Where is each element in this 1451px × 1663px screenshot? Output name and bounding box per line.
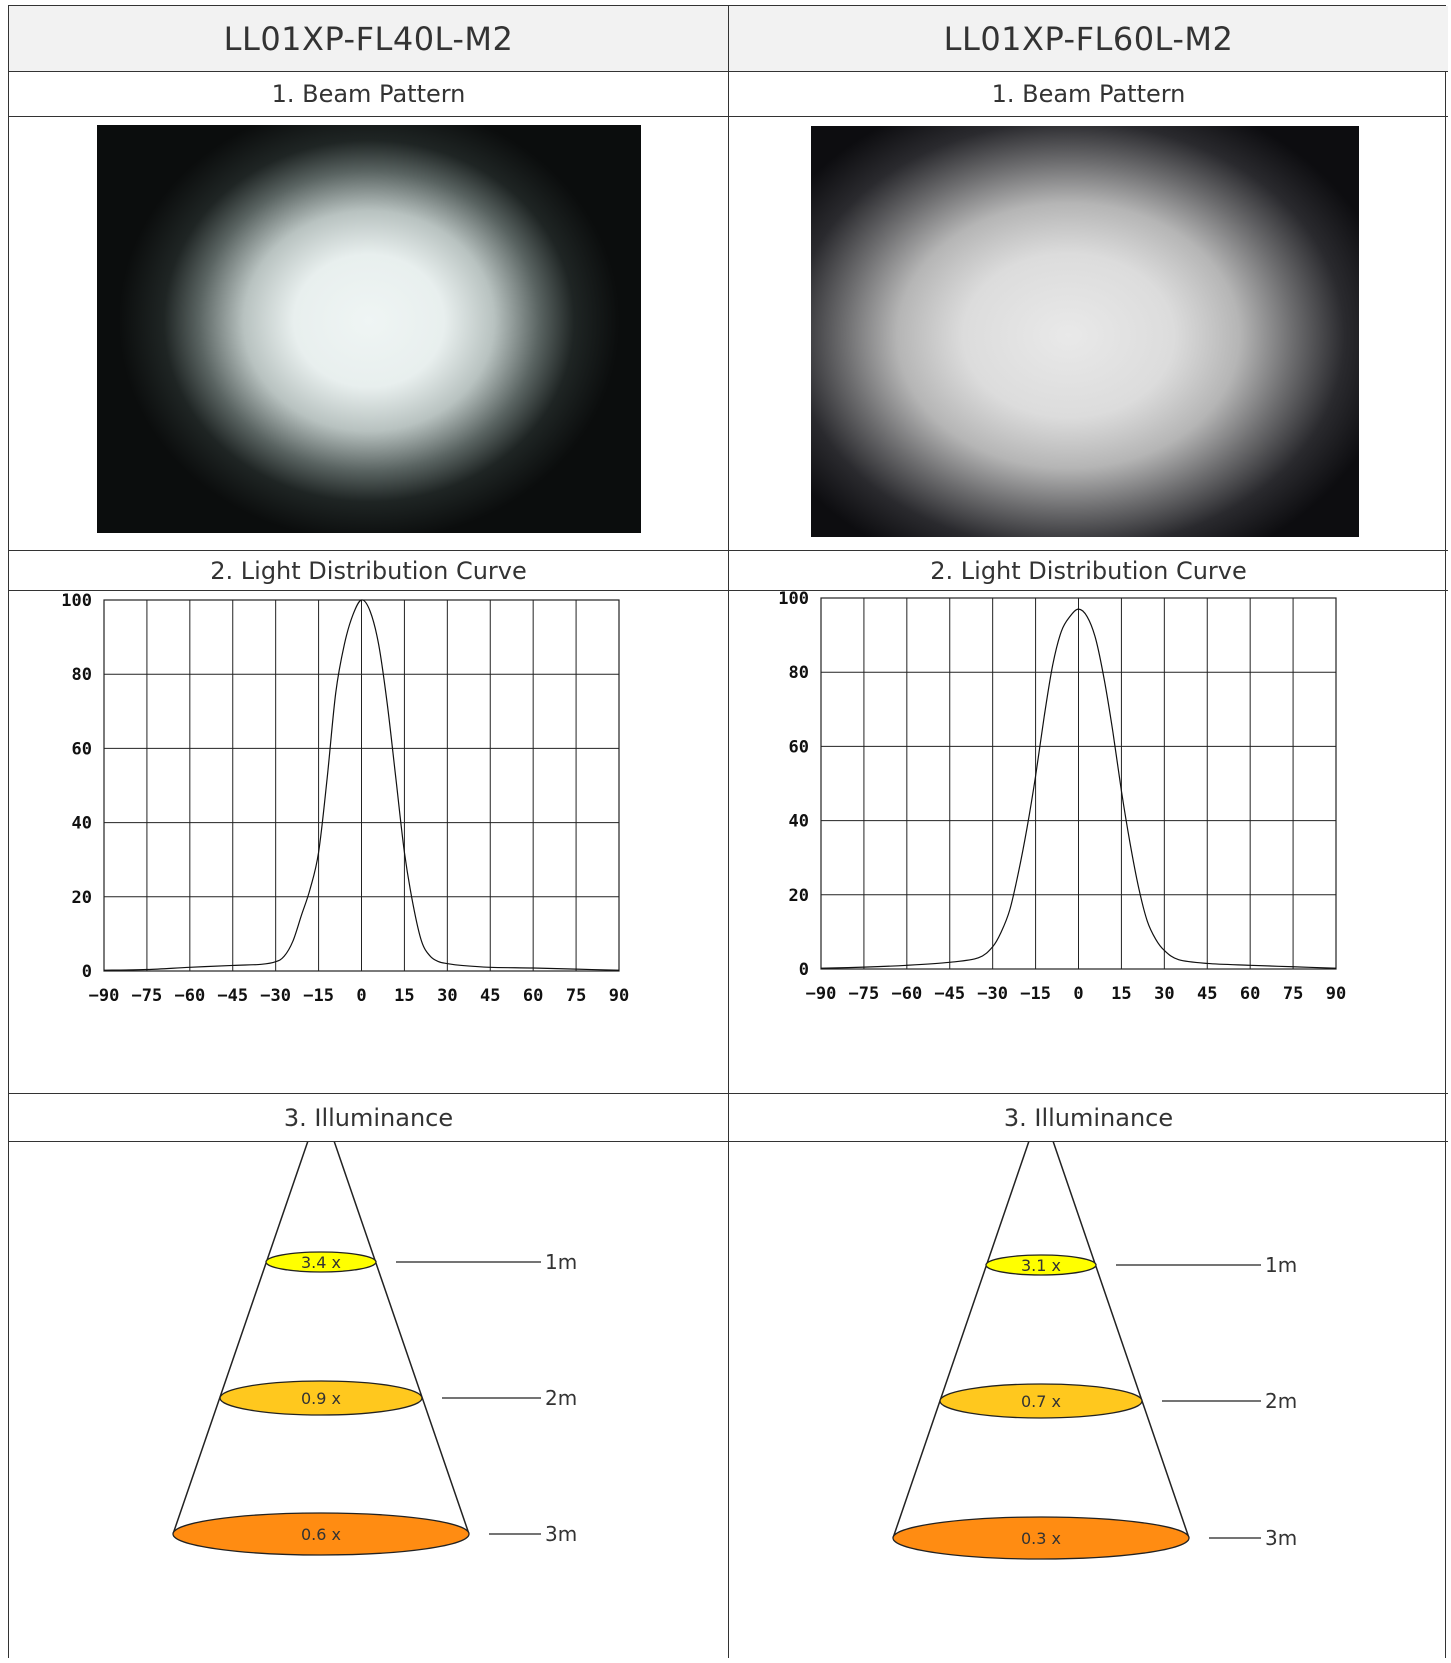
- light-distribution-chart: −90 −75 −60 −45 −30 −15 0 15 30 45 60 75 90 0 20 40 60 80…: [778, 589, 1346, 1004]
- product-title: LL01XP-FL40L-M2: [9, 6, 728, 72]
- illuminance-heading: 3. Illuminance: [9, 1094, 728, 1142]
- x-tick-label: 60: [1240, 984, 1260, 1004]
- x-tick-label: −90: [89, 986, 120, 1006]
- x-tick-label: −60: [891, 984, 922, 1004]
- y-tick-label: 40: [72, 814, 92, 834]
- y-tick-label: 0: [799, 960, 809, 980]
- illuminance-cone-diagram: 3.4 x 1m 0.9 x 2m 0.6 x 3m: [172, 1102, 577, 1556]
- illuminance-cone-diagram: 3.1 x 1m 0.7 x 2m 0.3 x 3m: [892, 1105, 1297, 1560]
- beam-pattern-heading: 1. Beam Pattern: [9, 72, 728, 117]
- distance-label: 2m: [545, 1386, 577, 1410]
- illuminance-value: 0.3 x: [1021, 1529, 1061, 1548]
- x-tick-label: 45: [480, 986, 500, 1006]
- cone-edge-left: [172, 1102, 322, 1535]
- x-tick-label: −75: [849, 984, 880, 1004]
- x-tick-label: −75: [132, 986, 163, 1006]
- illuminance-value: 3.1 x: [1021, 1256, 1061, 1275]
- distribution-curve-series: [820, 608, 1337, 969]
- illuminance-value: 0.6 x: [301, 1525, 341, 1544]
- product-column-left: LL01XP-FL40L-M2 1. Beam Pattern 2. Light…: [9, 6, 728, 1658]
- illuminance-value: 0.7 x: [1021, 1392, 1061, 1411]
- y-tick-label: 0: [82, 962, 92, 982]
- light-distribution-chart: −90 −75 −60 −45 −30 −15 0 15 30 45 60 75 90 0 20 40 60 80…: [61, 591, 629, 1006]
- illuminance-ellipse: [892, 1516, 1190, 1560]
- y-tick-label: 80: [72, 665, 92, 685]
- x-tick-label: −45: [217, 986, 248, 1006]
- x-tick-label: −30: [977, 984, 1008, 1004]
- x-tick-label: 30: [437, 986, 457, 1006]
- beam-pattern-photo: [811, 126, 1359, 537]
- light-distribution-heading: 2. Light Distribution Curve: [9, 551, 728, 591]
- x-tick-label: 90: [1326, 984, 1346, 1004]
- illuminance-value: 0.9 x: [301, 1389, 341, 1408]
- cone-edge-right: [320, 1102, 470, 1535]
- x-tick-label: −30: [260, 986, 291, 1006]
- cone-edge-right: [1040, 1105, 1190, 1539]
- beam-pattern-heading: 1. Beam Pattern: [729, 72, 1448, 117]
- y-tick-label: 60: [72, 739, 92, 759]
- beam-pattern-cell: [9, 117, 728, 551]
- spec-sheet: LL01XP-FL40L-M2 1. Beam Pattern 2. Light…: [8, 5, 1448, 1658]
- x-tick-label: 90: [609, 986, 629, 1006]
- x-tick-label: −15: [1020, 984, 1051, 1004]
- x-tick-label: 75: [566, 986, 586, 1006]
- x-tick-label: 75: [1283, 984, 1303, 1004]
- light-distribution-cell: −90 −75 −60 −45 −30 −15 0 15 30 45 60 75 90 0 20 40 60 80…: [729, 589, 1448, 1094]
- beam-pattern-photo: [97, 125, 641, 533]
- distance-label: 2m: [1265, 1389, 1297, 1413]
- x-tick-label: 45: [1197, 984, 1217, 1004]
- x-tick-label: 0: [356, 986, 366, 1006]
- product-column-right: LL01XP-FL60L-M2 1. Beam Pattern 2. Light…: [728, 6, 1448, 1658]
- illuminance-heading: 3. Illuminance: [729, 1094, 1448, 1142]
- y-tick-label: 80: [789, 663, 809, 683]
- x-tick-label: −45: [934, 984, 965, 1004]
- x-tick-label: 30: [1154, 984, 1174, 1004]
- illuminance-ellipse: [219, 1380, 423, 1416]
- distance-label: 1m: [545, 1250, 577, 1274]
- illuminance-ellipse: [939, 1383, 1143, 1419]
- x-tick-label: 15: [394, 986, 414, 1006]
- light-distribution-heading: 2. Light Distribution Curve: [729, 551, 1448, 591]
- y-tick-label: 20: [789, 886, 809, 906]
- y-tick-label: 40: [789, 812, 809, 832]
- plot-frame: [820, 597, 1337, 970]
- illuminance-value: 3.4 x: [301, 1253, 341, 1272]
- x-tick-label: 0: [1073, 984, 1083, 1004]
- x-tick-label: −60: [174, 986, 205, 1006]
- illuminance-cell: 3.1 x 1m 0.7 x 2m 0.3 x 3m: [729, 1105, 1448, 1659]
- illuminance-ellipse: [172, 1512, 470, 1556]
- x-tick-label: 60: [523, 986, 543, 1006]
- x-tick-label: −15: [303, 986, 334, 1006]
- product-title: LL01XP-FL60L-M2: [729, 6, 1448, 72]
- illuminance-cell: 3.4 x 1m 0.9 x 2m 0.6 x 3m: [9, 1102, 728, 1659]
- light-distribution-cell: −90 −75 −60 −45 −30 −15 0 15 30 45 60 75 90 0 20 40 60 80…: [9, 591, 728, 1094]
- illuminance-ellipse: [265, 1251, 377, 1273]
- distribution-curve-series: [103, 599, 620, 971]
- distance-label: 1m: [1265, 1253, 1297, 1277]
- x-tick-label: −90: [806, 984, 837, 1004]
- x-tick-label: 15: [1111, 984, 1131, 1004]
- illuminance-ellipse: [985, 1254, 1097, 1276]
- beam-pattern-cell: [729, 117, 1448, 551]
- y-tick-label: 100: [778, 591, 809, 609]
- y-tick-label: 20: [72, 888, 92, 908]
- distance-label: 3m: [1265, 1526, 1297, 1550]
- cone-edge-left: [892, 1105, 1042, 1539]
- y-tick-label: 100: [61, 591, 92, 611]
- y-tick-label: 60: [789, 737, 809, 757]
- distance-label: 3m: [545, 1522, 577, 1546]
